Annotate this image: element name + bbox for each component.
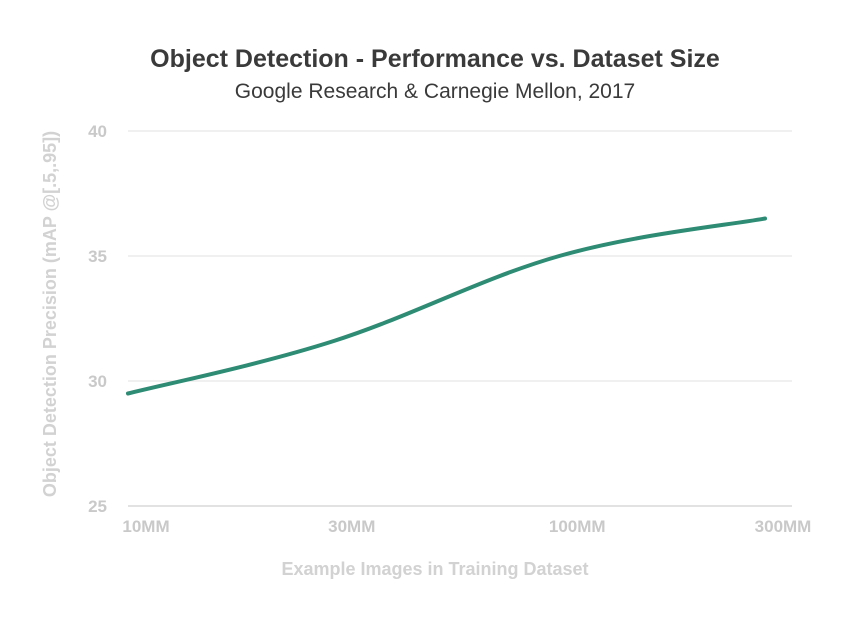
y-tick-label: 40 (88, 122, 107, 141)
x-tick-label: 30MM (328, 517, 375, 536)
x-tick-label: 100MM (549, 517, 606, 536)
x-axis-ticks: 10MM 30MM 100MM 300MM (122, 517, 811, 536)
chart-subtitle: Google Research & Carnegie Mellon, 2017 (235, 80, 635, 103)
y-tick-label: 35 (88, 247, 107, 266)
x-tick-label: 10MM (122, 517, 169, 536)
y-tick-label: 25 (88, 497, 107, 516)
y-tick-label: 30 (88, 372, 107, 391)
y-axis-ticks: 25 30 35 40 (88, 122, 107, 516)
series-line-mAP (126, 216, 767, 396)
x-axis-label: Example Images in Training Dataset (281, 559, 588, 579)
chart-title: Object Detection - Performance vs. Datas… (150, 45, 720, 73)
gridlines (128, 130, 792, 507)
series-layer (126, 216, 767, 396)
y-axis-label: Object Detection Precision (mAP @[.5,.95… (40, 131, 60, 497)
x-tick-label: 300MM (755, 517, 812, 536)
